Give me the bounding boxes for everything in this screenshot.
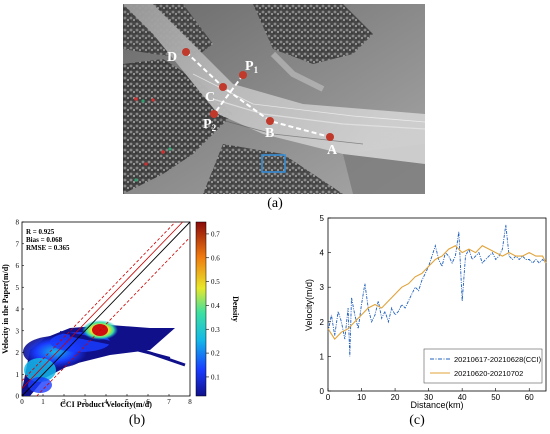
y-tick-label: 3 [320,283,325,292]
colorbar-label: Density [231,296,240,322]
stat-rmse: RMSE = 0.365 [26,244,70,252]
x-tick-label: 40 [458,393,467,402]
colorbar-tick-label: 0.4 [211,302,220,310]
panel-a-sar-image: D P1 C P2 B A [123,4,426,194]
point-marker-b [266,117,274,125]
y-tick-label: 4 [16,306,20,314]
dot-marker [134,178,138,182]
colorbar-tick-label: 0.6 [211,254,220,262]
y-axis-label-c: Velocity(m/d) [304,279,314,331]
y-tick-label: 2 [320,318,325,327]
identity-line [21,221,191,397]
series-group [327,224,547,357]
x-tick-label: 8 [188,398,192,406]
x-tick-label: 0 [20,398,24,406]
legend-label-paper: 20210620-20210702 [454,369,523,378]
x-tick-label: 50 [491,393,500,402]
lower-bound-line [36,236,191,397]
legend: 20210617-20210628(CCI) 20210620-20210702 [423,348,543,384]
x-tick-label: 60 [525,393,534,402]
y-tick-label: 3 [16,327,20,335]
dot-marker [161,150,165,154]
axis-ticks-b: 0 1 2 3 4 5 6 7 8 0 1 2 3 4 5 6 7 8 [16,219,193,407]
x-tick-label: 2 [62,398,66,406]
study-area-box [261,154,286,173]
dot-marker [168,147,172,151]
y-tick-label: 5 [320,214,325,223]
point-marker-d [182,48,190,56]
y-tick-label: 0 [320,387,325,396]
colorbar-tick-label: 0.3 [211,326,220,334]
dot-marker [144,162,148,166]
x-axis-label-b: CCI Product Velocity(m/d) [60,400,152,409]
legend-label-cci: 20210617-20210628(CCI) [454,355,542,364]
sar-image-svg: D P1 C P2 B A [123,4,426,194]
point-marker-c [219,83,227,91]
y-tick-label: 5 [16,284,20,292]
x-tick-label: 3 [83,398,87,406]
colorbar-tick-label: 0.7 [211,230,220,238]
caption-c: (c) [409,413,425,428]
profile-line-p1p2 [213,74,244,115]
x-tick-label: 30 [424,393,433,402]
dot-marker [141,99,145,103]
colorbar-tick-label: 0.1 [211,373,220,381]
colorbar-ticks: 0.1 0.2 0.3 0.4 0.5 0.6 0.7 [206,230,220,381]
colorbar-tick-label: 0.2 [211,350,220,358]
x-axis-label-c: Distance(km) [410,400,463,410]
caption-b: (b) [128,413,146,428]
series-line-paper [327,245,547,340]
panel-c-line-chart: 0 10 20 30 40 50 60 0 1 2 3 4 5 Distance(km) Velocit… [304,214,547,410]
point-label-d: D [167,50,177,65]
x-tick-label: 5 [125,398,129,406]
point-label-b: B [265,126,274,141]
series-line-cci [327,224,547,357]
x-tick-label: 7 [167,398,171,406]
x-tick-label: 4 [104,398,108,406]
stat-bias: Bias = 0.068 [26,236,63,244]
caption-a: (a) [267,196,283,211]
dot-marker [134,97,138,101]
point-label-p1: P1 [245,59,259,75]
y-axis-label-b: Velocity in the Paper(m/d) [1,264,10,354]
y-tick-label: 1 [320,352,325,361]
point-label-a: A [327,143,338,158]
stat-r: R = 0.925 [26,228,55,236]
colorbar [195,221,207,397]
point-marker-p2 [210,110,218,118]
y-tick-label: 8 [16,219,20,227]
x-tick-label: 1 [41,398,45,406]
x-tick-label: 6 [146,398,150,406]
point-label-c: C [205,90,215,105]
y-tick-label: 2 [16,349,20,357]
fit-line [21,221,183,389]
profile-line-dcba [185,51,331,138]
x-tick-label: 20 [391,393,400,402]
y-tick-label: 6 [16,262,20,270]
y-tick-label: 0 [16,393,20,401]
legend-box [423,348,543,384]
point-marker-p1 [239,71,247,79]
point-marker-a [326,133,334,141]
upper-bound-line [21,221,176,382]
reference-lines [21,221,191,397]
point-label-p2: P2 [203,117,217,133]
y-tick-label: 7 [16,240,20,248]
dot-marker [151,98,155,102]
y-tick-label: 1 [16,371,20,379]
x-tick-label: 10 [357,393,366,402]
x-tick-label: 0 [326,393,331,402]
axis-ticks-c: 0 10 20 30 40 50 60 0 1 2 3 4 5 [320,214,535,402]
y-tick-label: 4 [320,249,325,258]
colorbar-tick-label: 0.5 [211,278,220,286]
panel-b-density-chart: R = 0.925 Bias = 0.068 RMSE = 0.365 0 1 2 3… [1,219,240,410]
